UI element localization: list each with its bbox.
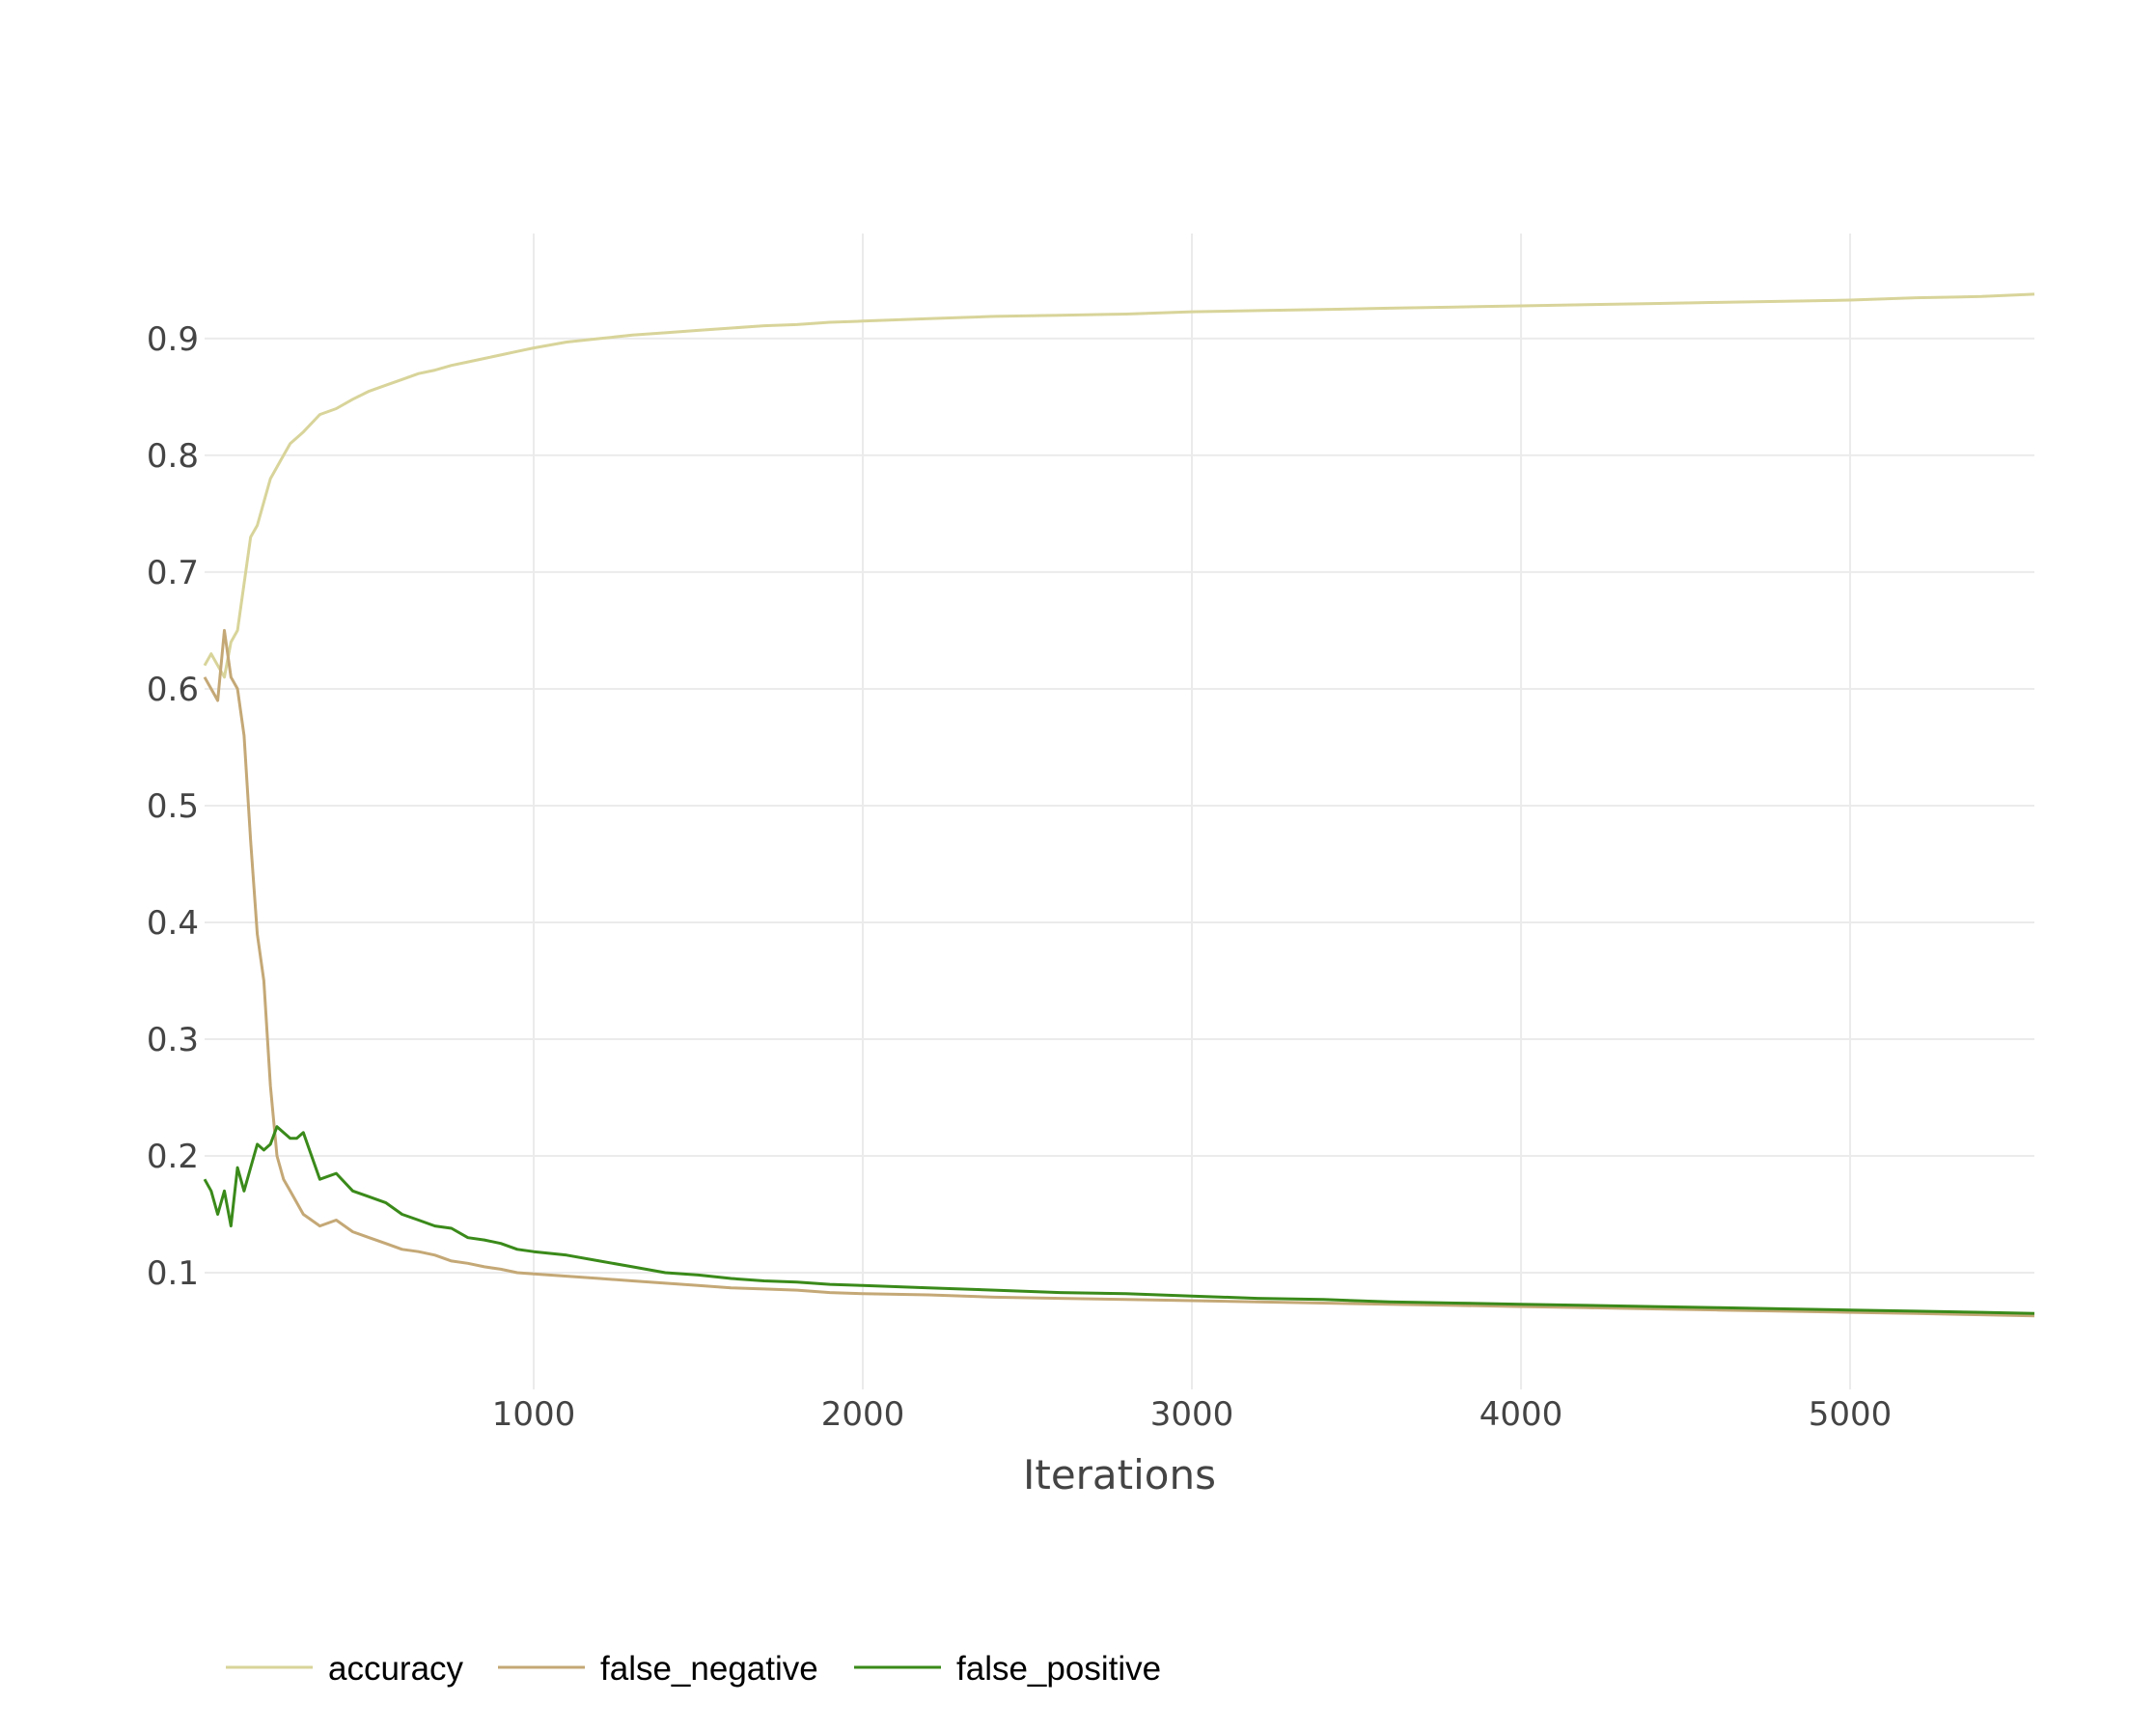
- x-tick-label: 3000: [1150, 1395, 1234, 1434]
- x-tick-label: 1000: [492, 1395, 576, 1434]
- y-tick-label: 0.9: [147, 320, 199, 359]
- x-tick-label: 5000: [1809, 1395, 1893, 1434]
- y-tick-label: 0.2: [147, 1138, 199, 1176]
- y-tick-label: 0.7: [147, 554, 199, 592]
- legend-label: false_negative: [600, 1650, 818, 1688]
- y-tick-label: 0.5: [147, 787, 199, 826]
- x-axis-ticks: 1000 2000 3000 4000 5000: [492, 1395, 1893, 1434]
- x-axis-title: Iterations: [1023, 1451, 1216, 1498]
- x-tick-label: 4000: [1479, 1395, 1563, 1434]
- x-tick-label: 2000: [821, 1395, 905, 1434]
- series-line-false-negative: [203, 628, 2035, 1318]
- y-tick-label: 0.8: [147, 437, 199, 476]
- series-line-accuracy: [203, 292, 2035, 679]
- legend: accuracy false_negative false_positive: [226, 1650, 1161, 1688]
- y-tick-label: 0.6: [147, 671, 199, 709]
- series-lines: [203, 292, 2035, 1318]
- y-axis-ticks: 0.1 0.2 0.3 0.4 0.5 0.6 0.7 0.8 0.9: [147, 320, 199, 1293]
- grid-lines: [205, 234, 2034, 1389]
- y-tick-label: 0.4: [147, 904, 199, 943]
- y-tick-label: 0.1: [147, 1254, 199, 1293]
- y-tick-label: 0.3: [147, 1021, 199, 1059]
- legend-label: accuracy: [328, 1650, 464, 1688]
- series-line-false-positive: [203, 1125, 2035, 1315]
- legend-label: false_positive: [956, 1650, 1161, 1688]
